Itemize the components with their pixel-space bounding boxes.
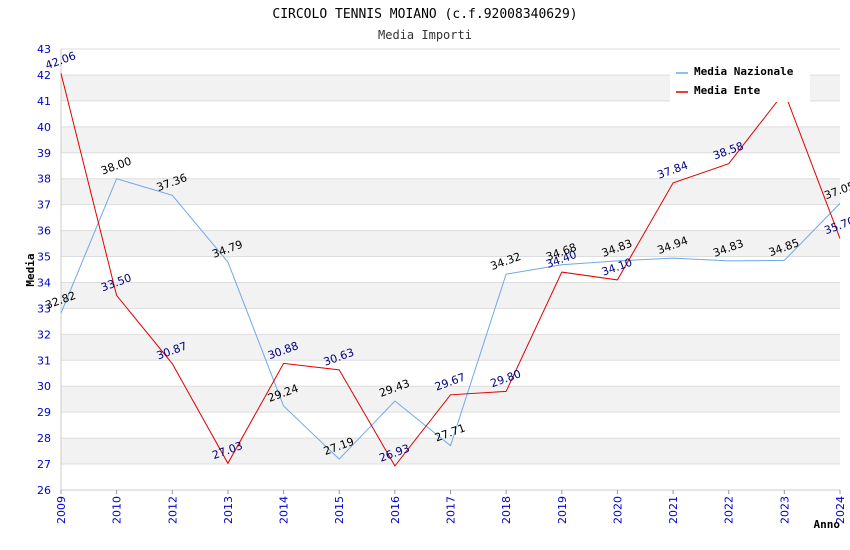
y-tick-label: 35 xyxy=(37,251,51,264)
series-line-nazionale xyxy=(60,178,841,460)
x-tick-label: 2020 xyxy=(611,496,624,524)
y-tick-label: 40 xyxy=(37,121,51,134)
x-tick-label: 2018 xyxy=(500,496,513,524)
axes xyxy=(60,49,841,494)
y-tick-label: 33 xyxy=(37,302,51,315)
grid-band xyxy=(61,334,840,361)
chart-title: CIRCOLO TENNIS MOIANO (c.f.92008340629) xyxy=(272,7,577,22)
y-tick-label: 38 xyxy=(37,173,51,186)
y-axis-label: Media xyxy=(24,253,37,286)
x-tick-label: 2022 xyxy=(723,496,736,524)
y-tick-label: 43 xyxy=(37,43,51,56)
chart-subtitle: Media Importi xyxy=(378,28,472,42)
grid-band xyxy=(61,386,840,413)
x-tick-label: 2014 xyxy=(278,496,291,524)
x-tick-label: 2016 xyxy=(389,496,402,524)
plot-bands xyxy=(61,74,840,465)
gridlines xyxy=(61,48,840,491)
data-label-nazionale: 38.00 xyxy=(99,155,133,178)
y-tick-label: 31 xyxy=(37,354,51,367)
series-line-ente xyxy=(60,73,841,467)
x-tick-label: 2024 xyxy=(834,496,847,524)
y-tick-label: 36 xyxy=(37,225,51,238)
grid-band xyxy=(61,282,840,309)
y-tick-label: 39 xyxy=(37,147,51,160)
grid-band xyxy=(61,438,840,465)
y-tick-label: 34 xyxy=(37,276,51,289)
x-tick-label: 2021 xyxy=(667,496,680,524)
x-tick-label: 2012 xyxy=(166,496,179,524)
x-tick-labels: 2009 2010 2012 2013 2014 2015 2016 2017 2018 2019… xyxy=(55,496,847,524)
series-lines xyxy=(60,73,841,467)
y-tick-labels: 26 27 28 29 30 31 32 33 34 35 36 37 38 39 40 41 42 43 xyxy=(37,43,51,497)
x-tick-label: 2010 xyxy=(111,496,124,524)
y-tick-label: 29 xyxy=(37,406,51,419)
x-tick-label: 2013 xyxy=(222,496,235,524)
grid-band xyxy=(61,230,840,257)
y-tick-label: 32 xyxy=(37,328,51,341)
legend-background xyxy=(670,60,810,102)
x-tick-label: 2015 xyxy=(333,496,346,524)
y-tick-label: 26 xyxy=(37,484,51,497)
grid-band xyxy=(61,178,840,205)
x-tick-label: 2009 xyxy=(55,496,68,524)
x-axis-label: Anno xyxy=(814,518,841,531)
grid-band xyxy=(61,126,840,153)
y-tick-label: 41 xyxy=(37,95,51,108)
y-tick-label: 30 xyxy=(37,380,51,393)
x-tick-label: 2023 xyxy=(778,496,791,524)
legend: Media Nazionale Media Ente xyxy=(670,60,810,102)
y-tick-label: 37 xyxy=(37,199,51,212)
legend-label-ente: Media Ente xyxy=(694,84,761,97)
legend-label-nazionale: Media Nazionale xyxy=(694,65,794,78)
y-tick-label: 27 xyxy=(37,458,51,471)
y-tick-label: 42 xyxy=(37,69,51,82)
y-tick-label: 28 xyxy=(37,432,51,445)
x-tick-label: 2019 xyxy=(556,496,569,524)
x-tick-label: 2017 xyxy=(445,496,458,524)
